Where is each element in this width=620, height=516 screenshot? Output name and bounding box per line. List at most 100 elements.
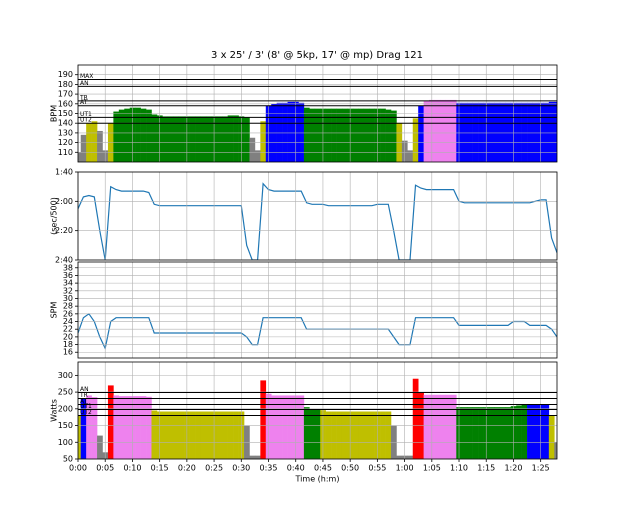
zone-label: TR <box>79 392 88 399</box>
area-bar <box>434 99 441 162</box>
y-tick-label: 110 <box>58 148 73 157</box>
area-bar <box>167 116 174 162</box>
area-bar <box>325 411 332 459</box>
area-bar <box>249 455 256 459</box>
y-tick-label: 150 <box>58 421 73 430</box>
zone-label: UT1 <box>80 111 92 118</box>
area-bar <box>140 108 147 162</box>
y-tick-label: 170 <box>58 90 73 99</box>
area-bar <box>200 116 207 162</box>
area-bar <box>554 442 557 459</box>
area-bar <box>363 108 370 162</box>
area-bar <box>162 411 169 459</box>
area-bar <box>478 102 484 162</box>
area-bar <box>167 411 174 459</box>
area-bar <box>178 116 185 162</box>
area-bar <box>151 410 158 459</box>
area-bar <box>369 411 375 459</box>
area-bar <box>135 396 141 459</box>
area-bar <box>325 108 332 162</box>
area-bar <box>200 411 207 459</box>
x-tick-label: 1:25 <box>532 464 550 473</box>
area-bar <box>423 394 430 459</box>
area-bar <box>260 380 267 459</box>
x-tick-label: 0:10 <box>123 464 141 473</box>
x-tick-label: 0:00 <box>69 464 87 473</box>
x-tick-label: 0:30 <box>232 464 250 473</box>
area-bar <box>450 99 457 162</box>
area-bar <box>548 101 555 162</box>
area-bar <box>407 455 414 459</box>
area-bar <box>341 411 348 459</box>
x-tick-label: 0:45 <box>314 464 332 473</box>
y-tick-label: 26 <box>63 309 73 318</box>
area-bar <box>195 411 201 459</box>
area-bar <box>118 109 125 162</box>
area-bar <box>271 395 277 459</box>
area-bar <box>499 407 506 459</box>
area-bar <box>178 411 185 459</box>
area-bar <box>124 108 131 162</box>
y-axis-label: SPM <box>50 302 59 319</box>
area-bar <box>244 117 250 162</box>
area-bar <box>227 115 234 162</box>
area-bar <box>352 411 359 459</box>
area-bar <box>488 407 495 459</box>
area-bar <box>336 108 343 162</box>
x-tick-label: 0:25 <box>205 464 223 473</box>
area-bar <box>450 394 457 459</box>
area-bar <box>222 411 228 459</box>
y-tick-label: 150 <box>58 109 73 118</box>
zone-label: TR <box>79 94 88 101</box>
area-bar <box>380 411 386 459</box>
y-tick-label: 30 <box>63 294 73 303</box>
x-tick-label: 0:40 <box>287 464 305 473</box>
y-tick-label: 250 <box>58 388 73 397</box>
axes-frame <box>77 361 558 460</box>
area-bar <box>505 407 512 459</box>
area-bar <box>97 130 103 162</box>
area-bar <box>309 408 316 459</box>
area-bar <box>548 415 555 459</box>
area-bar <box>478 407 484 459</box>
y-tick-label: 16 <box>63 348 73 357</box>
line-series <box>78 182 557 260</box>
panel <box>78 182 557 260</box>
y-tick-label: 130 <box>58 128 73 137</box>
y-tick-label: 32 <box>63 286 73 295</box>
area-bar <box>146 109 152 162</box>
x-tick-label: 1:10 <box>450 464 468 473</box>
area-bar <box>189 411 196 459</box>
area-bar <box>282 102 288 162</box>
area-bar <box>80 134 87 162</box>
y-tick-label: 2:40 <box>55 256 73 265</box>
x-tick-label: 0:55 <box>368 464 386 473</box>
area-bar <box>336 411 343 459</box>
x-tick-label: 0:15 <box>151 464 169 473</box>
y-tick-label: 140 <box>58 119 73 128</box>
area-bar <box>521 102 528 162</box>
area-bar <box>358 411 365 459</box>
y-axis-label: Watts <box>50 399 59 422</box>
area-bar <box>298 102 305 162</box>
area-bar <box>412 118 419 162</box>
area-bar <box>341 108 348 162</box>
panel <box>78 99 557 162</box>
area-bar <box>113 395 120 459</box>
y-tick-label: 50 <box>63 455 73 464</box>
zone-label: UT1 <box>80 403 92 410</box>
area-bar <box>494 102 501 162</box>
area-bar <box>222 116 228 162</box>
area-bar <box>331 108 337 162</box>
zone-label: UT2 <box>80 409 92 416</box>
area-bar <box>423 100 430 162</box>
zone-label: MAX <box>80 73 93 80</box>
area-bar <box>233 115 239 162</box>
area-bar <box>472 102 479 162</box>
area-bar <box>216 116 223 162</box>
x-tick-label: 1:15 <box>477 464 495 473</box>
area-bar <box>173 116 179 162</box>
x-tick-label: 0:50 <box>341 464 359 473</box>
area-bar <box>527 102 533 162</box>
